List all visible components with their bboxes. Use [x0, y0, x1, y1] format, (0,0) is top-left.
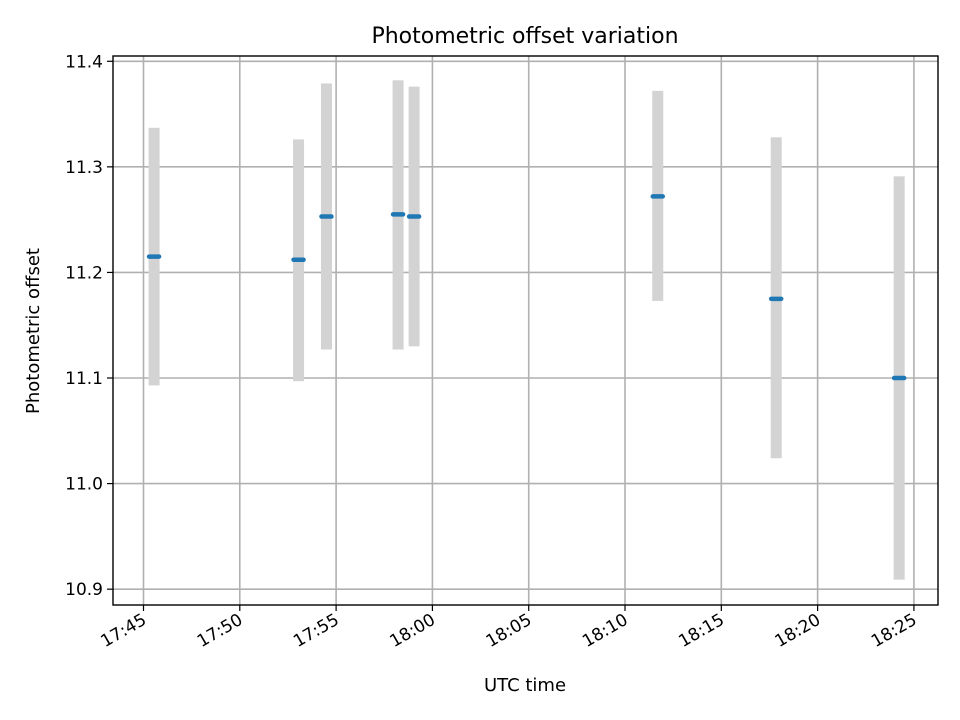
x-tick-label: 18:15 [675, 610, 727, 652]
x-tick-label: 18:25 [868, 610, 920, 652]
x-tick-label: 17:50 [194, 610, 246, 652]
x-tick-label: 17:45 [98, 610, 150, 652]
x-tick-label: 18:05 [483, 610, 535, 652]
chart-title: Photometric offset variation [371, 24, 678, 49]
grid-lines [113, 56, 938, 605]
axis-ticks: 17:45 17:50 17:55 18:00 18:05 18:10 18:15 18:20… [65, 52, 920, 652]
x-tick-label: 18:20 [772, 610, 824, 652]
y-tick-label: 11.4 [65, 52, 103, 72]
x-tick-label: 17:55 [290, 610, 342, 652]
y-tick-label: 11.0 [65, 475, 103, 495]
x-tick-label: 18:00 [386, 610, 438, 652]
y-tick-label: 10.9 [65, 580, 103, 600]
error-bars [148, 80, 905, 580]
y-tick-label: 11.1 [65, 369, 103, 389]
plot-frame [112, 55, 939, 606]
y-tick-label: 11.3 [65, 158, 103, 178]
y-tick-label: 11.2 [65, 263, 103, 283]
data-points [146, 194, 907, 381]
y-axis-label: Photometric offset [23, 248, 44, 414]
x-tick-label: 18:10 [579, 610, 631, 652]
x-axis-label: UTC time [484, 675, 566, 696]
